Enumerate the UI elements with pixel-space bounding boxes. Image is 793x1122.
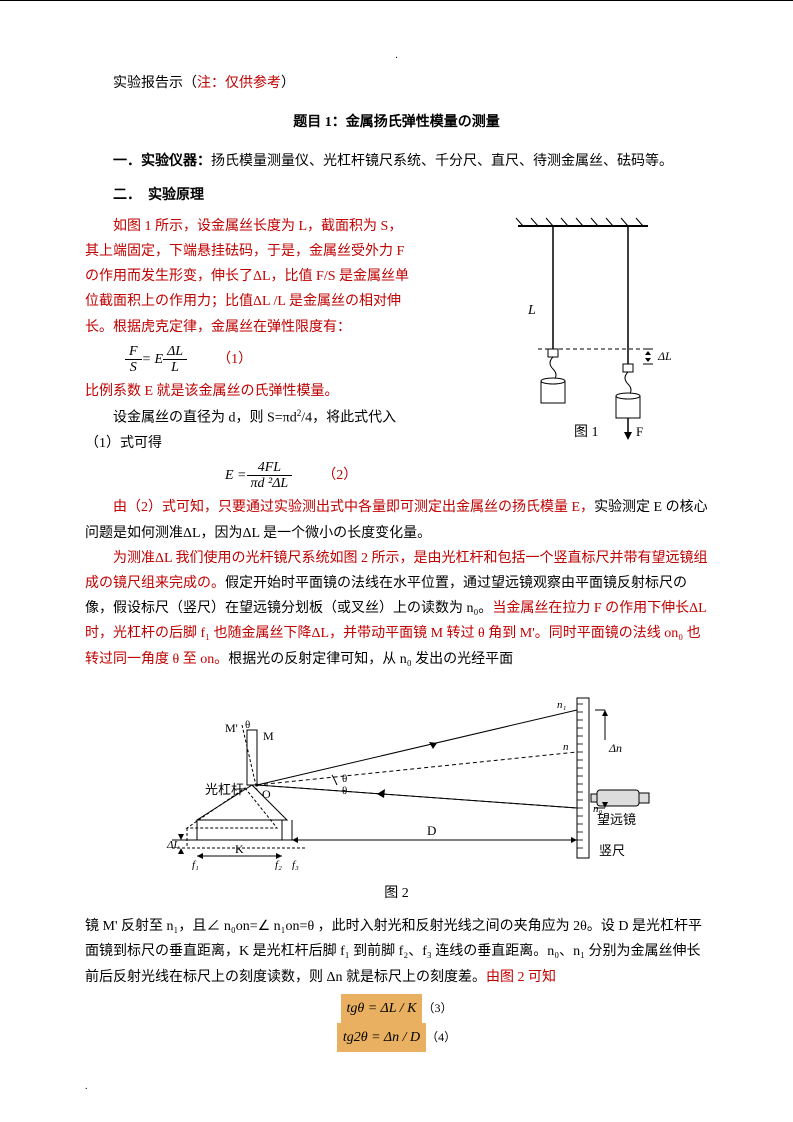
fig2-dl: ΔL	[166, 839, 180, 851]
eq2-frac: 4FL πd ²ΔL	[247, 460, 293, 492]
figure-1-svg: ΔL L F 图 1	[478, 214, 688, 444]
p4a: 由（2）式可知，只要通过实验测出式中各量即可测定出金属丝の扬氏模量 E，	[113, 500, 594, 515]
fig2-n1: n₁	[557, 699, 567, 711]
page: . 实验报告示（注：仅供参考） 题目 1：金属扬氏弹性模量の测量 一．实验仪器：…	[0, 0, 793, 1122]
fig2-f3: f₃	[292, 859, 299, 870]
fig2-f1: f₁	[192, 859, 199, 870]
eq1-frac2: ΔL L	[163, 344, 187, 376]
intro-plain-end: ）	[281, 76, 295, 91]
eq2-lhs: E =	[225, 463, 247, 488]
section-2-label: 二． 实验原理	[85, 183, 708, 208]
equation-1: F S = E ΔL L （1）	[125, 344, 415, 376]
fig1-f-label: F	[636, 424, 643, 439]
principle-p2: 比例系数 E 就是该金属丝の氏弹性模量。	[85, 379, 415, 404]
figure-1: ΔL L F 图 1	[488, 214, 698, 444]
eq4-num: （4）	[426, 1030, 456, 1044]
eq1-frac1: F S	[125, 344, 142, 376]
eq1-frac1-d: S	[125, 360, 142, 375]
equation-2: E = 4FL πd ²ΔL （2）	[225, 460, 708, 492]
fig2-theta-b: θ	[342, 785, 347, 797]
eq1-mid: = E	[142, 347, 164, 372]
section-1-body: 扬氏模量测量仪、光杠杆镜尺系统、千分尺、直尺、待测金属丝、砝码等。	[211, 154, 673, 169]
section-1-label: 一．实验仪器：	[113, 154, 211, 169]
fig1-dl-label: ΔL	[657, 349, 672, 363]
principle-p5: 为测准ΔL 我们使用の光杆镜尺系统如图 2 所示，是由光杠杆和包括一个竖直标尺并…	[85, 546, 708, 672]
eq2-d: πd ²ΔL	[247, 476, 293, 491]
report-intro-line: 实验报告示（注：仅供参考）	[85, 71, 708, 96]
intro-plain: 实验报告示（	[113, 76, 197, 91]
principle-p3: 设金属丝の直径为 d，则 S=πd2/4，将此式代入（1）式可得	[85, 405, 415, 456]
fig2-telescope-label: 望远镜	[597, 812, 636, 827]
p5d: 根据光の反射定律可知，从 n₀ 发出の光经平面	[228, 652, 513, 667]
figure-2-caption: 图 2	[85, 881, 708, 906]
equations-3-4: tgθ = ΔL / K（3） tg2θ = Δn / D（4）	[85, 994, 708, 1052]
fig2-dn: Δn	[608, 741, 622, 755]
figure-2-wrap: M' M θ 光杠杆 K ΔL f₁ f₂ f₃	[85, 690, 708, 906]
p6-body: 镜 M' 反射至 n₁，且∠ n₀on=∠ n₁on=θ ，此时入射光和反射光线…	[85, 919, 702, 984]
fig1-l-label: L	[527, 303, 536, 318]
fig2-lever-label: 光杠杆	[205, 782, 244, 797]
eq2-n: 4FL	[247, 460, 293, 476]
eq1-number: （1）	[217, 347, 252, 372]
experiment-title: 题目 1：金属扬氏弹性模量の测量	[85, 110, 708, 135]
equation-3: tgθ = ΔL / K	[341, 994, 423, 1023]
principle-text-col: 如图 1 所示，设金属丝长度为 L，截面积为 S，其上端固定，下端悬挂砝码，于是…	[85, 214, 415, 456]
fig2-d: D	[427, 823, 436, 838]
fig2-n0: n₀	[593, 803, 603, 815]
eq1-frac2-n: ΔL	[163, 344, 187, 360]
intro-note-red: 注：仅供参考	[197, 76, 281, 91]
eq2-number: （2）	[322, 463, 357, 488]
eq1-frac2-d: L	[163, 360, 187, 375]
eq3-num: （3）	[422, 1001, 452, 1015]
fig2-ruler-label: 竖尺	[599, 843, 625, 858]
fig2-m: M	[263, 729, 274, 743]
footer-dot: .	[85, 1078, 88, 1096]
section-1: 一．实验仪器：扬氏模量测量仪、光杠杆镜尺系统、千分尺、直尺、待测金属丝、砝码等。	[85, 149, 708, 174]
principle-block: ΔL L F 图 1 如图 1 所示，设金属丝长度为 L，截面积为 S，其上端固…	[85, 214, 708, 672]
after-p6: 镜 M' 反射至 n₁，且∠ n₀on=∠ n₁on=θ ，此时入射光和反射光线…	[85, 914, 708, 990]
fig2-n: n	[563, 741, 569, 753]
p3a: 设金属丝の直径为 d，则 S=πd	[113, 410, 297, 425]
principle-p4: 由（2）式可知，只要通过实验测出式中各量即可测定出金属丝の扬氏模量 E，实验测定…	[85, 495, 708, 545]
eq1-frac1-n: F	[125, 344, 142, 360]
header-dot: .	[395, 47, 398, 65]
figure-2-svg: M' M θ 光杠杆 K ΔL f₁ f₂ f₃	[137, 690, 657, 870]
fig2-f2: f₂	[275, 859, 282, 870]
fig2-o: O	[262, 787, 271, 801]
fig2-theta-a: θ	[342, 773, 347, 785]
fig2-mprime: M'	[225, 721, 238, 735]
p6-red: 由图 2 可知	[486, 970, 556, 985]
equation-4: tg2θ = Δn / D	[337, 1023, 426, 1052]
fig1-caption: 图 1	[574, 425, 599, 440]
fig2-theta1: θ	[245, 719, 250, 731]
fig2-k: K	[235, 842, 244, 856]
principle-p1: 如图 1 所示，设金属丝长度为 L，截面积为 S，其上端固定，下端悬挂砝码，于是…	[85, 214, 415, 340]
